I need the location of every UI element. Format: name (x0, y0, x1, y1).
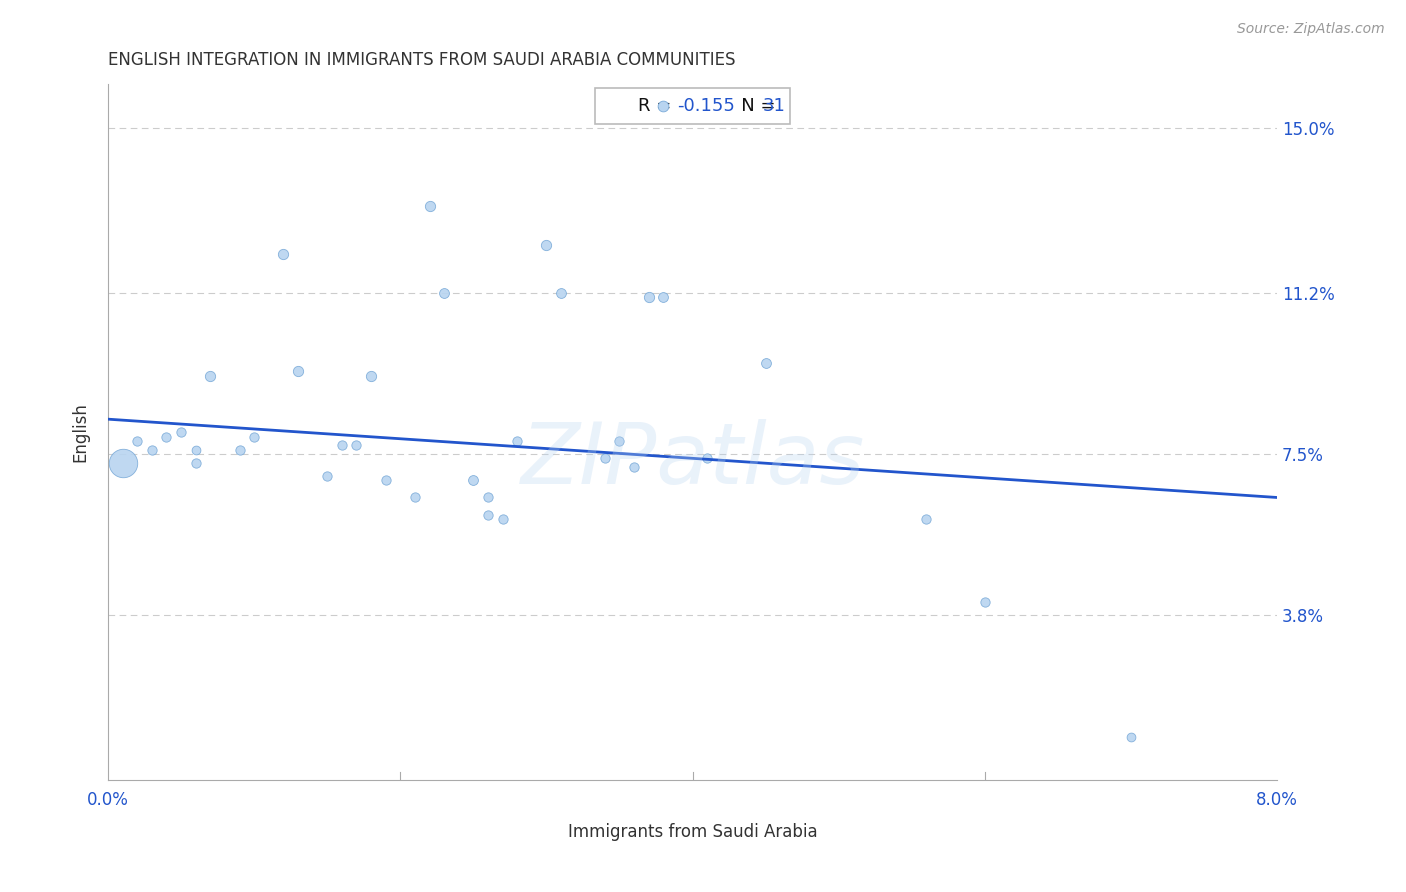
Point (550, 285, 572, 300)
Point (418, 199, 440, 213)
Point (141, 442, 163, 457)
Point (506, 434, 529, 448)
Text: 31: 31 (762, 97, 786, 115)
Point (463, 473, 485, 487)
Point (360, 368, 382, 383)
Point (374, 473, 396, 487)
Point (330, 438, 353, 452)
Point (637, 290, 659, 304)
Point (200, 368, 222, 383)
Point (170, 425, 193, 440)
Text: R =: R = (638, 97, 678, 115)
Point (609, 434, 631, 448)
Point (127, 434, 149, 448)
Point (111, 456, 134, 470)
Text: ENGLISH INTEGRATION IN IMMIGRANTS FROM SAUDI ARABIA COMMUNITIES: ENGLISH INTEGRATION IN IMMIGRANTS FROM S… (108, 51, 735, 69)
Point (184, 456, 207, 470)
Point (228, 442, 250, 457)
Point (243, 429, 266, 443)
Point (1119, 730, 1142, 744)
Point (346, 438, 368, 452)
Point (287, 364, 309, 378)
X-axis label: Immigrants from Saudi Arabia: Immigrants from Saudi Arabia (568, 823, 817, 841)
Point (491, 512, 513, 526)
Point (973, 595, 995, 609)
Point (184, 442, 207, 457)
Point (477, 491, 499, 505)
Point (477, 508, 499, 522)
Point (536, 238, 558, 252)
Point (273, 247, 295, 261)
Point (316, 468, 339, 483)
Text: Source: ZipAtlas.com: Source: ZipAtlas.com (1237, 22, 1385, 37)
Text: -0.155: -0.155 (678, 97, 735, 115)
Point (593, 451, 616, 466)
Point (652, 99, 675, 113)
Y-axis label: English: English (72, 402, 89, 462)
Text: N =: N = (724, 97, 782, 115)
Point (755, 356, 778, 370)
Text: ZIPatlas: ZIPatlas (520, 418, 865, 501)
Point (433, 285, 456, 300)
Point (623, 460, 645, 475)
Point (915, 512, 938, 526)
Point (652, 290, 675, 304)
Text: R = -0.155   N = 31: R = -0.155 N = 31 (605, 97, 782, 115)
Point (696, 451, 718, 466)
Point (404, 491, 426, 505)
Point (155, 429, 177, 443)
